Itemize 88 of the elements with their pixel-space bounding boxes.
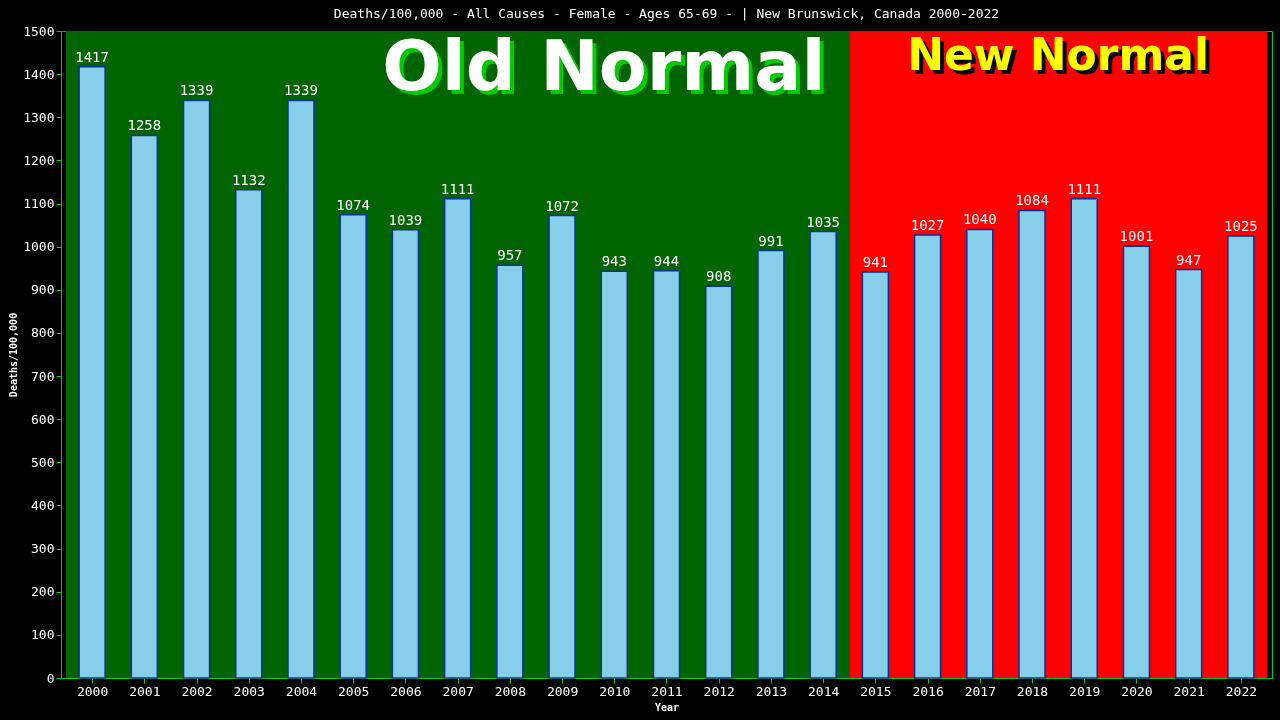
data-label: 947 [1176,251,1202,268]
bar [1174,268,1203,679]
y-axis-title: Deaths/100,000 [8,312,20,398]
y-tick-label: 900 [31,282,55,298]
data-label: 943 [601,253,627,270]
data-label: 957 [497,247,523,264]
bar [287,99,315,679]
data-label: 944 [653,252,680,269]
x-tick-label: 2013 [755,683,788,699]
x-tick-label: 2003 [233,683,265,699]
bar [182,99,211,679]
y-tick-label: 1200 [23,152,55,168]
data-label: 908 [706,268,732,285]
data-label: 1072 [545,197,579,214]
y-tick-label: 0 [46,670,55,686]
bar [652,270,681,679]
y-tick-label: 300 [31,541,55,557]
data-label: 991 [758,232,784,249]
bar [391,229,420,679]
bar [913,234,942,679]
y-tick-label: 100 [31,627,55,643]
data-label: 1339 [179,82,214,99]
bar [339,214,367,679]
x-tick-label: 2014 [808,683,840,699]
bar [235,188,263,679]
y-tick-label: 700 [31,368,55,384]
x-tick-label: 2016 [912,683,944,699]
x-tick-label: 2010 [599,683,631,699]
data-label: 941 [862,254,889,271]
y-tick-label: 1300 [23,109,55,125]
x-tick-label: 2018 [1016,683,1049,699]
data-label: 1040 [962,211,997,228]
x-tick-label: 2015 [860,683,892,699]
bar [1070,198,1098,679]
x-tick-label: 2009 [546,683,579,699]
data-label: 1027 [910,217,945,234]
x-tick-label: 2011 [651,683,683,699]
x-tick-label: 2007 [442,683,474,699]
bar [966,228,994,679]
data-label: 1132 [231,171,266,188]
x-tick-label: 2006 [390,683,422,699]
data-label: 1084 [1015,192,1049,209]
x-tick-label: 2005 [338,683,370,699]
x-tick-label: 2012 [703,683,735,699]
data-label: 1111 [440,180,475,197]
bar [600,270,629,679]
bar [704,285,733,679]
y-tick-label: 600 [31,411,55,427]
data-label: 1039 [388,211,423,228]
x-tick-label: 2020 [1121,683,1153,699]
y-tick-label: 200 [31,584,55,600]
x-tick-label: 2004 [285,683,318,699]
bar [757,249,785,679]
bar [1018,209,1046,679]
data-label: 1001 [1119,228,1154,245]
bar [1227,235,1255,679]
bar [78,66,106,679]
data-label: 1074 [336,196,371,213]
y-tick-label: 500 [31,454,55,470]
x-axis-title: Year [654,701,680,713]
x-tick-label: 2019 [1069,683,1101,699]
y-tick-label: 1100 [23,196,55,212]
data-label: 1339 [284,82,318,99]
chart-title: Deaths/100,000 - All Causes - Female - Ages 65-69 - | New Brunswick, Canada 2000-2022 [333,6,1000,21]
data-label: 1111 [1067,180,1102,197]
bar [1122,245,1151,679]
y-tick-label: 1500 [23,23,55,39]
x-tick-label: 2022 [1225,683,1258,699]
bar [548,214,576,679]
y-tick-label: 800 [31,325,55,341]
x-tick-label: 2017 [964,683,996,699]
data-label: 1025 [1224,217,1258,234]
x-tick-label: 2021 [1173,683,1205,699]
y-tick-label: 1000 [23,239,55,255]
x-tick-label: 2000 [76,683,109,699]
x-tick-label: 2002 [181,683,213,699]
bar [496,264,524,679]
bar [861,271,890,679]
x-tick-label: 2008 [494,683,526,699]
data-label: 1035 [806,213,841,230]
y-tick-label: 1400 [23,66,55,82]
bar [130,134,159,679]
data-label: 1417 [75,48,109,65]
data-label: 1258 [127,117,162,134]
y-tick-label: 400 [31,497,55,513]
x-tick-label: 2001 [129,683,161,699]
bar [809,230,837,679]
bar [443,198,472,679]
